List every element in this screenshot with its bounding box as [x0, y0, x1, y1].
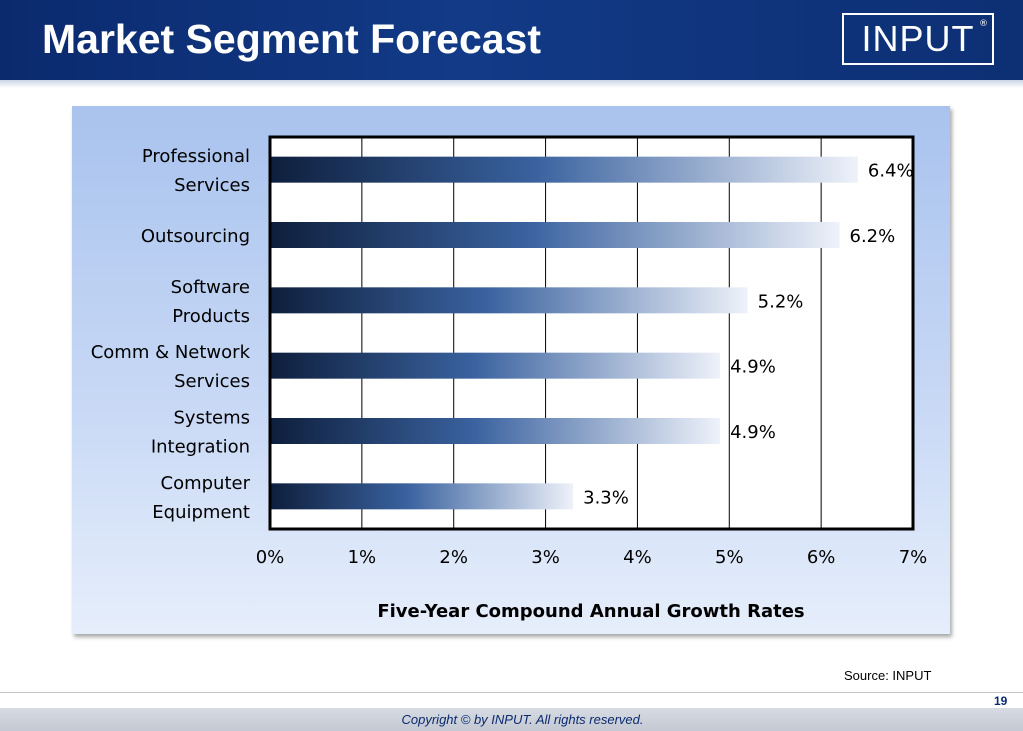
source-note: Source: INPUT — [844, 668, 932, 683]
x-tick-label: 3% — [531, 547, 560, 568]
slide-title: Market Segment Forecast — [42, 16, 542, 62]
data-label: 6.4% — [868, 161, 914, 182]
data-label: 4.9% — [730, 357, 776, 378]
category-label: Software Products — [171, 277, 250, 327]
plot-border — [268, 135, 915, 531]
x-tick-label: 4% — [623, 547, 652, 568]
x-tick-label: 2% — [439, 547, 468, 568]
page-number: 19 — [994, 694, 1008, 708]
footer-divider — [0, 692, 1023, 693]
logo-registered-mark: ® — [979, 19, 988, 29]
category-label: Professional Services — [142, 146, 250, 196]
category-label: Comm & Network Services — [91, 342, 251, 392]
logo-text: INPUT — [861, 18, 975, 59]
category-label: Outsourcing — [141, 226, 250, 247]
data-label: 3.3% — [583, 487, 629, 508]
x-tick-label: 1% — [348, 547, 377, 568]
data-label: 5.2% — [758, 291, 804, 312]
x-axis-title: Five-Year Compound Annual Growth Rates — [377, 601, 804, 622]
bar — [271, 156, 858, 183]
bar-chart: 0% 1% 2% 3% 4% 5% 6% 7% 6.4% Professional Services… — [91, 135, 928, 622]
x-tick-label: 0% — [256, 547, 285, 568]
bar — [271, 483, 574, 510]
category-label: Systems Integration — [151, 408, 250, 458]
x-tick-label: 7% — [899, 547, 928, 568]
header-divider — [0, 80, 1023, 88]
chart-panel: 0% 1% 2% 3% 4% 5% 6% 7% 6.4% Professional Services… — [72, 106, 950, 634]
bar — [271, 418, 721, 444]
x-tick-label: 6% — [807, 547, 836, 568]
category-label: Computer Equipment — [152, 473, 250, 523]
slide-header: Market Segment Forecast INPUT ® — [0, 0, 1023, 80]
footer-bar — [0, 708, 1023, 731]
plot-area — [270, 137, 913, 529]
x-tick-label: 5% — [715, 547, 744, 568]
input-logo: INPUT ® — [842, 13, 994, 65]
data-label: 6.2% — [850, 226, 896, 247]
bar — [271, 287, 748, 314]
bar — [271, 352, 721, 379]
data-label: 4.9% — [730, 422, 776, 443]
bar — [271, 222, 840, 248]
copyright-text: Copyright © by INPUT. All rights reserve… — [401, 712, 644, 727]
